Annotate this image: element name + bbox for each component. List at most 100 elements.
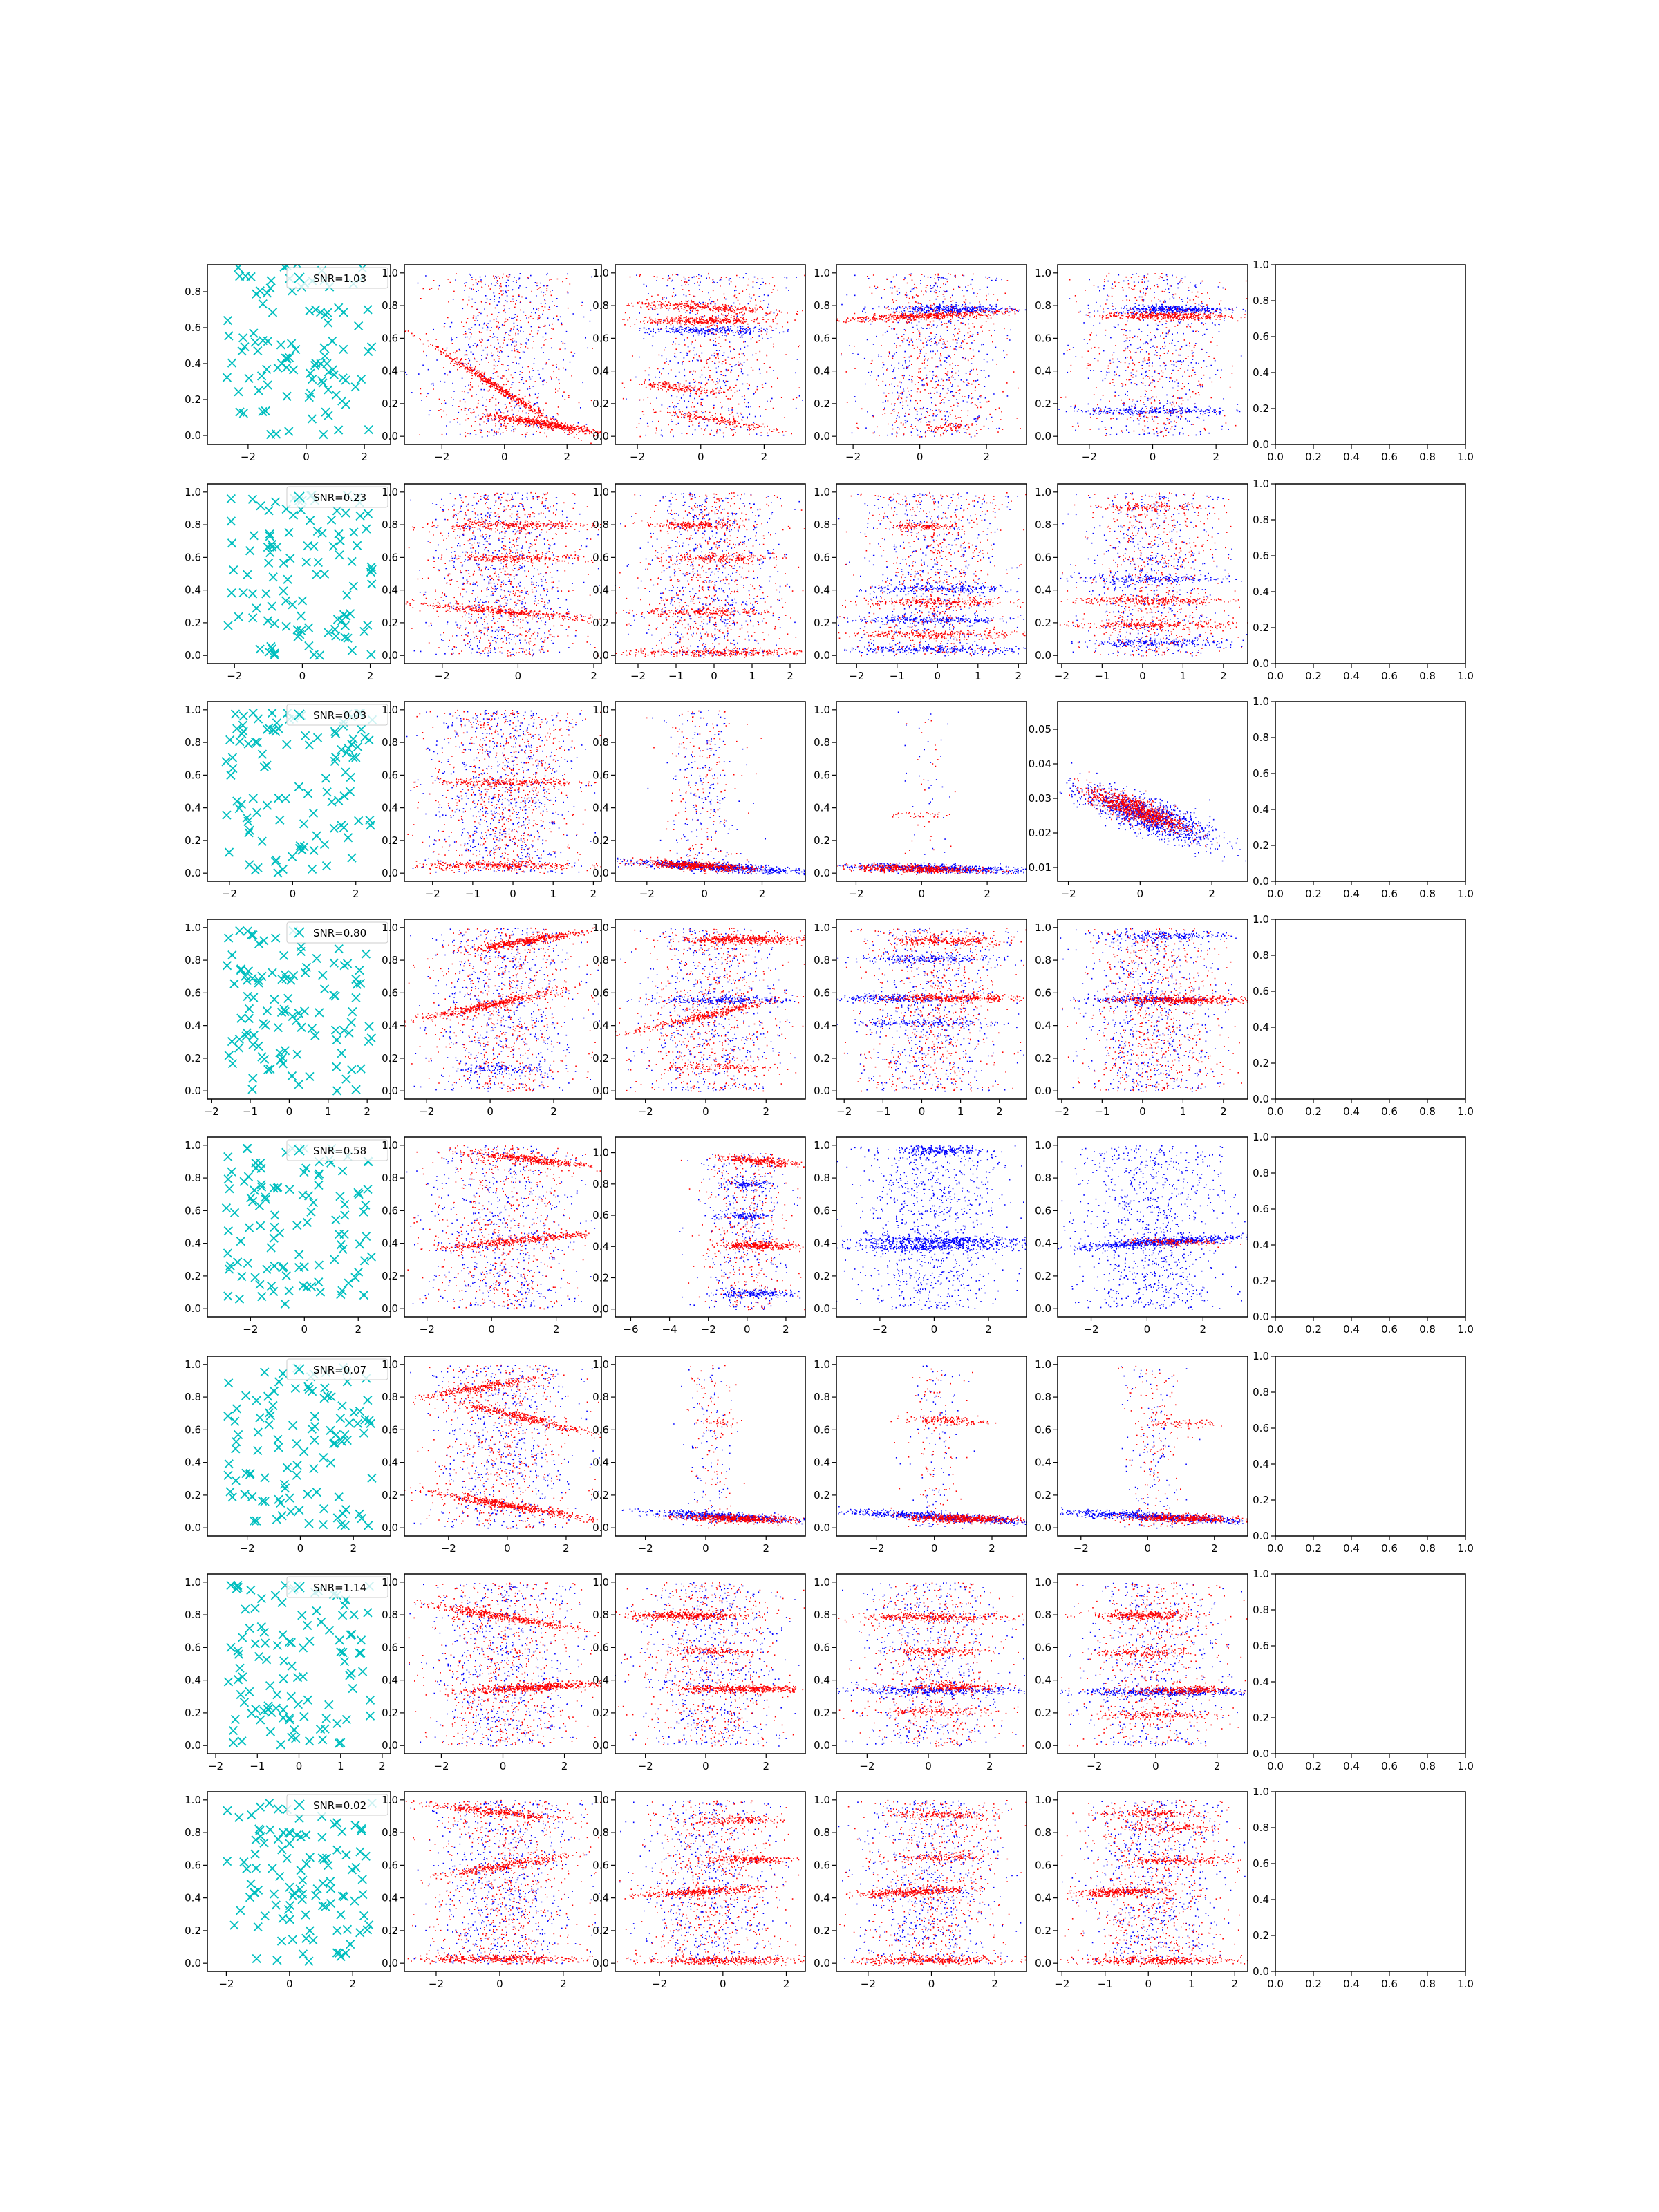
y-tick-label: 1.0 — [814, 1576, 830, 1588]
y-tick-label: 0.2 — [1035, 1489, 1051, 1501]
legend-label: SNR=0.23 — [313, 491, 366, 504]
row-4: −2 −1 0 1 20.00.20.40.60.81.0 SNR=0.80−2 0 20.0… — [185, 913, 1474, 1118]
y-tick-label: 0.8 — [382, 518, 398, 531]
scatter-points — [223, 1799, 377, 1966]
red-points — [394, 1800, 641, 1965]
x-tick-label: −2 — [638, 1542, 653, 1555]
x-tick-label: 0.6 — [1381, 1105, 1398, 1118]
y-tick-label: 0.2 — [814, 1489, 830, 1501]
legend-label: SNR=0.58 — [313, 1145, 366, 1157]
x-tick-label: −6 — [623, 1323, 638, 1335]
y-tick-label: 1.0 — [1253, 1131, 1269, 1143]
y-tick-label: 0.4 — [185, 802, 201, 814]
x-tick-label: −1 — [668, 670, 684, 682]
y-tick-label: 1.0 — [185, 1139, 201, 1152]
y-tick-label: 0.6 — [1253, 767, 1269, 780]
panel-r1-c4: −2 0 20.00.20.40.60.81.0 — [804, 265, 1069, 463]
y-tick-label: 0.8 — [1253, 1604, 1269, 1616]
red-points — [1104, 1366, 1304, 1527]
y-tick-label: 0.0 — [382, 1521, 398, 1534]
y-tick-label: 0.4 — [1253, 1676, 1269, 1688]
y-tick-label: 0.8 — [1253, 294, 1269, 307]
x-tick-label: 1.0 — [1457, 1542, 1474, 1555]
y-tick-label: 1.0 — [1035, 267, 1051, 279]
cyan-x-markers — [222, 709, 376, 877]
scatter-points — [394, 1800, 641, 1965]
scatter-points — [1050, 762, 1246, 861]
blue-points — [608, 273, 829, 437]
scatter-points — [601, 1800, 839, 1967]
axes-frame — [1275, 484, 1465, 664]
blue-points — [397, 1365, 622, 1528]
y-tick-label: 0.8 — [185, 1172, 201, 1184]
scatter-points — [1018, 492, 1287, 656]
y-tick-label: 0.2 — [814, 1052, 830, 1065]
x-tick-label: 0 — [1139, 1105, 1146, 1118]
y-tick-label: 1.0 — [592, 1147, 609, 1159]
x-tick-label: 0.2 — [1305, 888, 1322, 900]
y-tick-label: 0.8 — [592, 954, 609, 966]
y-tick-label: 1.0 — [1035, 1358, 1051, 1371]
legend: SNR=0.02 — [287, 1794, 388, 1815]
axes-frame — [404, 702, 601, 881]
axes-frame — [836, 265, 1027, 444]
x-tick-label: 0 — [702, 1542, 709, 1555]
y-tick-label: 1.0 — [1035, 1576, 1051, 1588]
y-tick-label: 0.0 — [382, 430, 398, 442]
panel-r6-c1: −2 0 20.00.20.40.60.81.0 SNR=0.07 — [185, 1356, 391, 1555]
red-points — [378, 710, 610, 874]
x-tick-label: 1 — [325, 1105, 332, 1118]
row-5: −2 0 20.00.20.40.60.81.0 SNR=0.58−2 0 20.00.2… — [185, 1131, 1474, 1335]
x-tick-label: 2 — [553, 1323, 560, 1335]
panel-r6-c6: 0.0 0.2 0.4 0.6 0.8 1.00.00.20.40.60.81.0 — [1253, 1350, 1474, 1555]
y-tick-label: 1.0 — [185, 1794, 201, 1806]
x-tick-label: 2 — [349, 1978, 356, 1990]
y-tick-label: 1.0 — [1253, 478, 1269, 490]
panel-r2-c4: −2 −1 0 1 20.00.20.40.60.81.0 — [808, 484, 1112, 682]
scatter-points — [811, 1800, 1059, 1967]
x-tick-label: 2 — [561, 1760, 568, 1772]
x-tick-label: 0 — [919, 1105, 926, 1118]
y-tick-label: 0.05 — [1029, 723, 1051, 735]
y-tick-label: 1.0 — [814, 921, 830, 934]
y-tick-label: 0.4 — [382, 1456, 398, 1469]
x-tick-label: −2 — [419, 1105, 434, 1118]
y-tick-label: 0.4 — [382, 584, 398, 597]
y-tick-label: 1.0 — [1035, 921, 1051, 934]
y-tick-label: 0.0 — [1035, 649, 1051, 662]
x-tick-label: 0 — [702, 1105, 709, 1118]
x-tick-label: 2 — [1220, 1105, 1227, 1118]
x-tick-label: 0 — [488, 1323, 495, 1335]
axes-frame — [836, 1574, 1027, 1754]
y-tick-label: 0.0 — [382, 1085, 398, 1097]
y-tick-label: 0.0 — [814, 649, 830, 662]
y-tick-label: 0.0 — [592, 1303, 609, 1315]
x-tick-label: 1 — [1188, 1978, 1195, 1990]
y-tick-label: 0.6 — [1253, 985, 1269, 997]
y-tick-label: 0.0 — [1253, 657, 1269, 670]
y-tick-label: 0.2 — [382, 834, 398, 847]
y-tick-label: 1.0 — [592, 1358, 609, 1371]
blue-points — [1017, 1366, 1282, 1528]
x-tick-label: 0.4 — [1343, 451, 1360, 463]
y-tick-label: 0.6 — [1035, 1859, 1051, 1871]
x-tick-label: 0 — [917, 451, 924, 463]
blue-points — [380, 1145, 616, 1309]
y-tick-label: 0.2 — [814, 1924, 830, 1937]
axes-frame — [404, 1574, 601, 1754]
scatter-points — [385, 1582, 650, 1747]
y-tick-label: 0.8 — [814, 1826, 830, 1839]
x-tick-label: 2 — [759, 888, 766, 900]
red-points — [619, 711, 763, 874]
x-tick-label: −2 — [204, 1105, 219, 1118]
scatter-points — [366, 273, 631, 455]
y-tick-label: 0.8 — [1035, 1826, 1051, 1839]
panel-r1-c5: −2 0 20.00.20.40.60.81.0 — [1035, 265, 1271, 463]
x-tick-label: 2 — [1015, 670, 1022, 682]
y-tick-label: 0.6 — [1253, 1640, 1269, 1652]
x-tick-label: 0.6 — [1381, 1978, 1398, 1990]
x-tick-label: −2 — [1083, 1323, 1098, 1335]
panel-r4-c4: −2 −1 0 1 20.00.20.40.60.81.0 — [811, 919, 1099, 1118]
y-tick-label: 0.2 — [382, 1489, 398, 1501]
x-tick-label: 2 — [783, 1978, 790, 1990]
